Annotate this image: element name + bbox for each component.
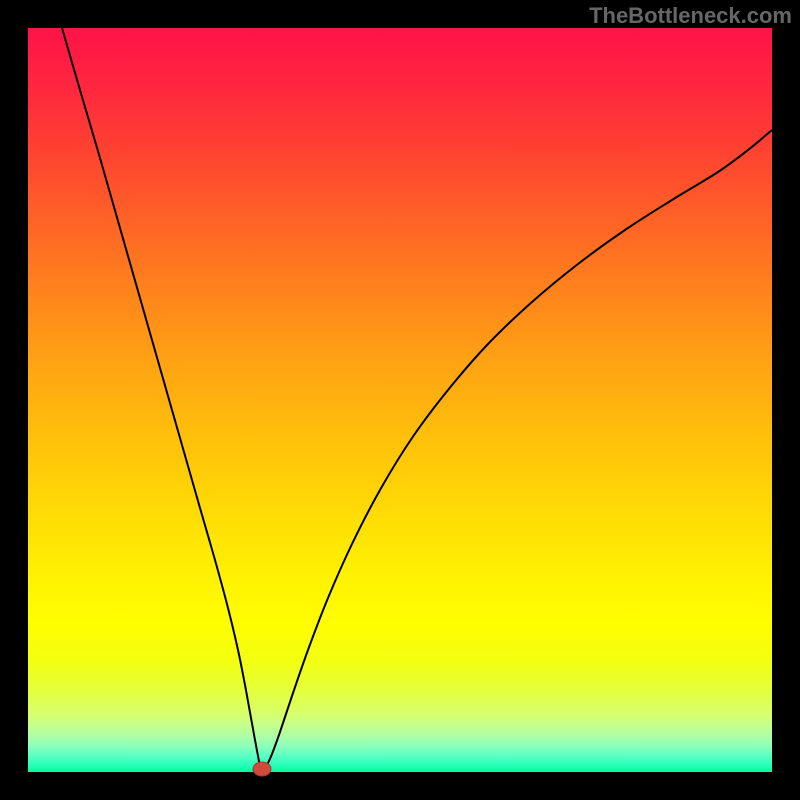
plot-area [28, 28, 772, 772]
watermark-text: TheBottleneck.com [589, 3, 792, 29]
chart-frame: TheBottleneck.com [0, 0, 800, 800]
chart-svg [0, 0, 800, 800]
minimum-marker [253, 762, 271, 776]
